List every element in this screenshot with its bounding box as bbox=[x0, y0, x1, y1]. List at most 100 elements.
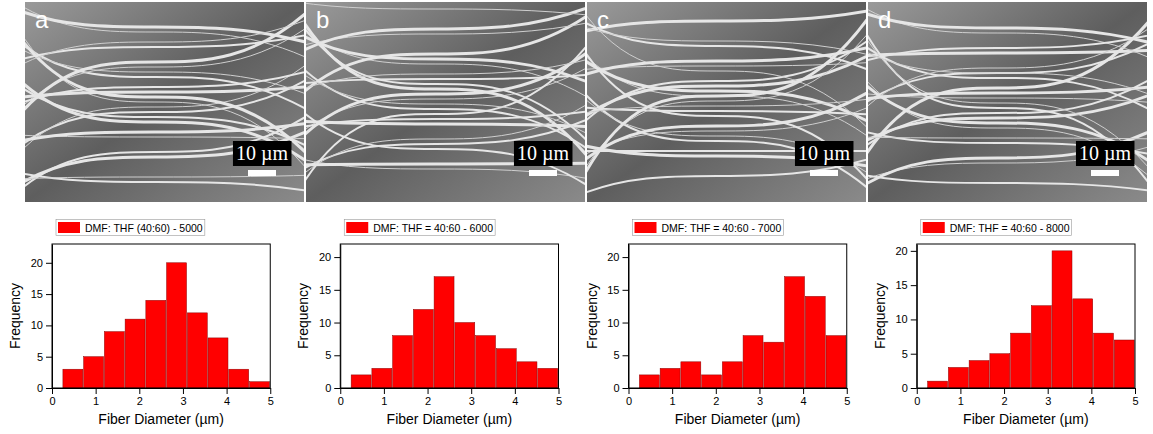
fibre bbox=[25, 69, 304, 105]
fibre bbox=[306, 110, 585, 128]
bar bbox=[722, 362, 742, 388]
fibre bbox=[587, 25, 866, 57]
scale-bar-box bbox=[1076, 141, 1135, 166]
y-tick-mark bbox=[911, 319, 917, 320]
x-tick-mark bbox=[1135, 388, 1136, 394]
x-tick-mark bbox=[672, 388, 673, 394]
legend-box bbox=[921, 220, 1072, 236]
fibre bbox=[25, 127, 304, 187]
y-tick-mark bbox=[334, 323, 340, 324]
scale-bar bbox=[1091, 170, 1119, 176]
x-tick-mark bbox=[428, 388, 429, 394]
x-tick-mark bbox=[183, 388, 184, 394]
panel-label: c bbox=[597, 6, 609, 33]
bar bbox=[1052, 251, 1072, 388]
sem-panel: d10 µm bbox=[858, 2, 1153, 202]
x-tick-mark bbox=[960, 388, 961, 394]
fibre bbox=[25, 9, 304, 45]
y-tick-label: 10 bbox=[319, 317, 331, 329]
fibre bbox=[25, 16, 304, 68]
y-tick: 10 bbox=[896, 313, 917, 325]
y-axis-line bbox=[340, 245, 341, 389]
fibre bbox=[868, 4, 1147, 62]
fibre bbox=[587, 45, 866, 77]
x-tick-mark bbox=[559, 388, 560, 394]
y-tick: 0 bbox=[902, 382, 917, 394]
y-tick-mark bbox=[911, 388, 917, 389]
x-tick: 0 bbox=[49, 388, 55, 407]
y-axis-title: Frequency bbox=[295, 283, 311, 349]
sem-image bbox=[868, 2, 1147, 202]
x-axis-line bbox=[917, 388, 1135, 389]
x-tick: 1 bbox=[381, 388, 387, 407]
x-tick-mark bbox=[384, 388, 385, 394]
x-tick-label: 1 bbox=[93, 395, 99, 407]
x-tick-mark bbox=[759, 388, 760, 394]
x-axis-line bbox=[629, 388, 847, 389]
scale-bar-label: 10 µm bbox=[1079, 142, 1132, 165]
y-tick-label: 5 bbox=[37, 351, 43, 363]
bar bbox=[1011, 333, 1031, 388]
bar bbox=[928, 381, 948, 388]
y-axis-line bbox=[917, 245, 918, 389]
bars bbox=[351, 277, 558, 388]
x-tick-label: 3 bbox=[757, 395, 763, 407]
y-tick: 15 bbox=[607, 284, 628, 296]
fibres bbox=[25, 2, 304, 194]
x-tick-label: 2 bbox=[137, 395, 143, 407]
bar bbox=[743, 336, 763, 388]
bar bbox=[496, 349, 516, 388]
x-tick-label: 3 bbox=[469, 395, 475, 407]
bar bbox=[63, 369, 83, 388]
y-tick: 10 bbox=[31, 319, 52, 331]
x-tick-mark bbox=[1048, 388, 1049, 394]
bar bbox=[208, 338, 228, 388]
y-tick-label: 10 bbox=[896, 313, 908, 325]
y-tick: 0 bbox=[613, 382, 628, 394]
fibre bbox=[306, 98, 585, 180]
x-tick: 2 bbox=[425, 388, 431, 407]
legend: DMF: THF (40:60) - 5000 bbox=[56, 220, 205, 236]
x-tick: 2 bbox=[713, 388, 719, 407]
x-tick: 5 bbox=[844, 388, 850, 407]
x-tick-mark bbox=[96, 388, 97, 394]
x-tick-label: 2 bbox=[425, 395, 431, 407]
y-tick-mark bbox=[623, 355, 629, 356]
x-tick-mark bbox=[52, 388, 53, 394]
fibre bbox=[868, 48, 1147, 98]
y-tick-label: 20 bbox=[319, 251, 331, 263]
x-tick-label: 4 bbox=[512, 395, 518, 407]
y-axis-title: Frequency bbox=[872, 283, 888, 349]
x-tick: 5 bbox=[268, 388, 274, 407]
y-tick-label: 15 bbox=[896, 279, 908, 291]
bar bbox=[250, 382, 270, 388]
x-tick-label: 5 bbox=[556, 395, 562, 407]
x-tick-mark bbox=[139, 388, 140, 394]
y-axis: 05101520 bbox=[319, 245, 341, 395]
fibre bbox=[868, 174, 1147, 192]
plot-frame bbox=[52, 244, 270, 388]
x-tick-mark bbox=[716, 388, 717, 394]
y-tick-mark bbox=[623, 257, 629, 258]
bar bbox=[1114, 340, 1134, 388]
y-axis: 05101520 bbox=[607, 245, 629, 395]
x-axis: 012345 bbox=[338, 388, 562, 407]
scale-bar-label: 10 µm bbox=[798, 142, 851, 165]
x-tick: 1 bbox=[958, 388, 964, 407]
y-axis-line bbox=[52, 245, 53, 389]
x-tick-mark bbox=[515, 388, 516, 394]
legend-label: DMF: THF (40:60) - 5000 bbox=[85, 222, 203, 234]
bar bbox=[84, 357, 104, 388]
fibre bbox=[868, 137, 1147, 139]
y-tick-label: 5 bbox=[325, 349, 331, 361]
x-tick-mark bbox=[917, 388, 918, 394]
fibre bbox=[25, 110, 304, 194]
x-tick: 3 bbox=[180, 388, 186, 407]
bar bbox=[125, 319, 145, 388]
x-tick-label: 3 bbox=[180, 395, 186, 407]
fibre bbox=[306, 45, 585, 143]
x-tick: 4 bbox=[224, 388, 230, 407]
legend: DMF: THF = 40:60 - 7000 bbox=[633, 220, 784, 236]
x-tick: 2 bbox=[137, 388, 143, 407]
y-tick-label: 15 bbox=[31, 288, 43, 300]
